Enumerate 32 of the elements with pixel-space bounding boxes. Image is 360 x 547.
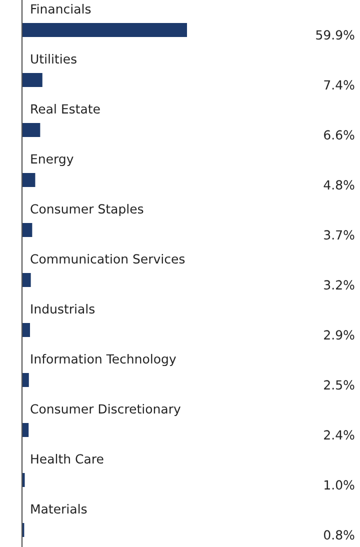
data-label: 7.4% [324, 80, 354, 90]
bar [22, 23, 187, 37]
bar [22, 123, 40, 137]
data-label: 2.4% [324, 430, 354, 440]
bar [22, 173, 36, 187]
data-label: 4.8% [324, 180, 354, 190]
bar [22, 223, 32, 237]
y-tick-label: Energy [31, 154, 74, 166]
y-tick-label: Health Care [31, 454, 104, 464]
y-tick-label: Financials [31, 4, 91, 14]
y-tick-label: Communication Services [30, 254, 185, 264]
bar [22, 373, 29, 387]
bar [22, 323, 30, 337]
data-label: 59.9% [316, 30, 354, 40]
bar [22, 473, 25, 487]
data-label: 0.8% [324, 530, 354, 540]
bar [22, 73, 42, 87]
bar [22, 423, 29, 437]
y-tick-label: Consumer Staples [30, 204, 144, 216]
y-tick-label: Industrials [31, 304, 95, 314]
bar [22, 273, 31, 287]
data-label: 3.2% [324, 280, 354, 290]
data-label: 2.9% [324, 330, 354, 340]
y-tick-label: Information Technology [31, 354, 176, 366]
data-label: 2.5% [324, 380, 354, 390]
y-tick-label: Consumer Discretionary [30, 404, 181, 416]
data-label: 1.0% [324, 480, 354, 490]
data-label: 6.6% [324, 130, 354, 140]
data-label: 3.7% [324, 230, 354, 240]
y-tick-label: Real Estate [31, 104, 100, 114]
y-tick-label: Materials [31, 504, 87, 514]
y-tick-label: Utilities [31, 54, 76, 64]
